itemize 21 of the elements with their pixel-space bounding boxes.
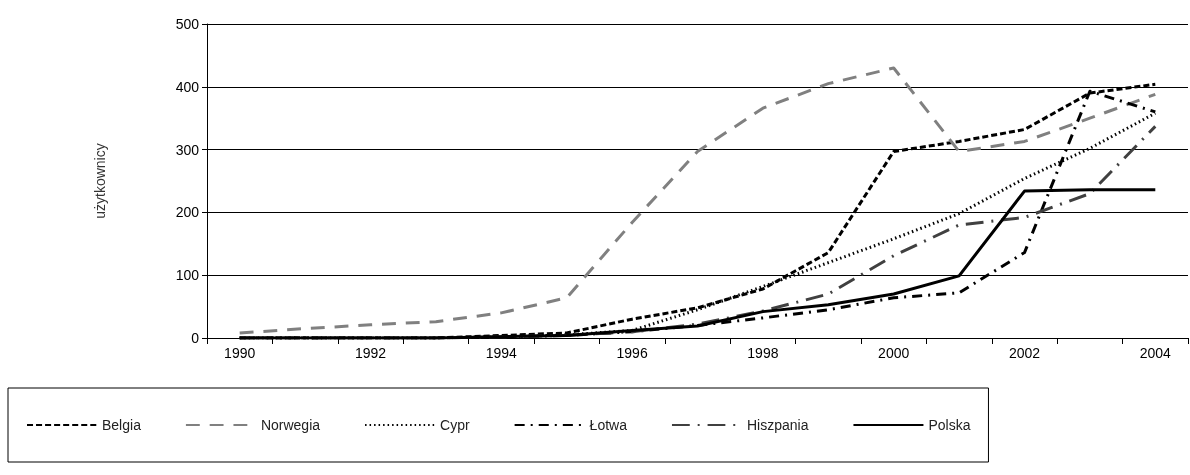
legend-label: Belgia <box>102 417 142 433</box>
x-tick-label: 2000 <box>878 345 910 361</box>
legend-label: Łotwa <box>589 417 628 433</box>
y-tick-label: 500 <box>175 16 200 32</box>
y-tick-label: 400 <box>175 78 200 95</box>
legend-label: Norwegia <box>260 417 321 433</box>
x-tick-label: 1996 <box>616 345 648 361</box>
x-tick-label: 1990 <box>224 345 256 361</box>
y-tick-label: 0 <box>191 330 200 346</box>
x-tick-label: 2002 <box>1008 345 1041 361</box>
y-axis-title: użytkownicy <box>92 143 108 219</box>
legend-label: Hiszpania <box>746 417 809 433</box>
x-tick-label: 1998 <box>747 345 779 361</box>
y-tick-label: 200 <box>175 204 200 221</box>
legend-label: Cypr <box>440 417 470 433</box>
legend-label: Polska <box>928 417 971 433</box>
y-tick-label: 300 <box>175 141 200 158</box>
x-tick-label: 1992 <box>354 345 387 361</box>
y-tick-label: 100 <box>175 267 200 284</box>
x-tick-label: 2004 <box>1139 345 1172 361</box>
x-tick-label: 1994 <box>485 345 518 361</box>
